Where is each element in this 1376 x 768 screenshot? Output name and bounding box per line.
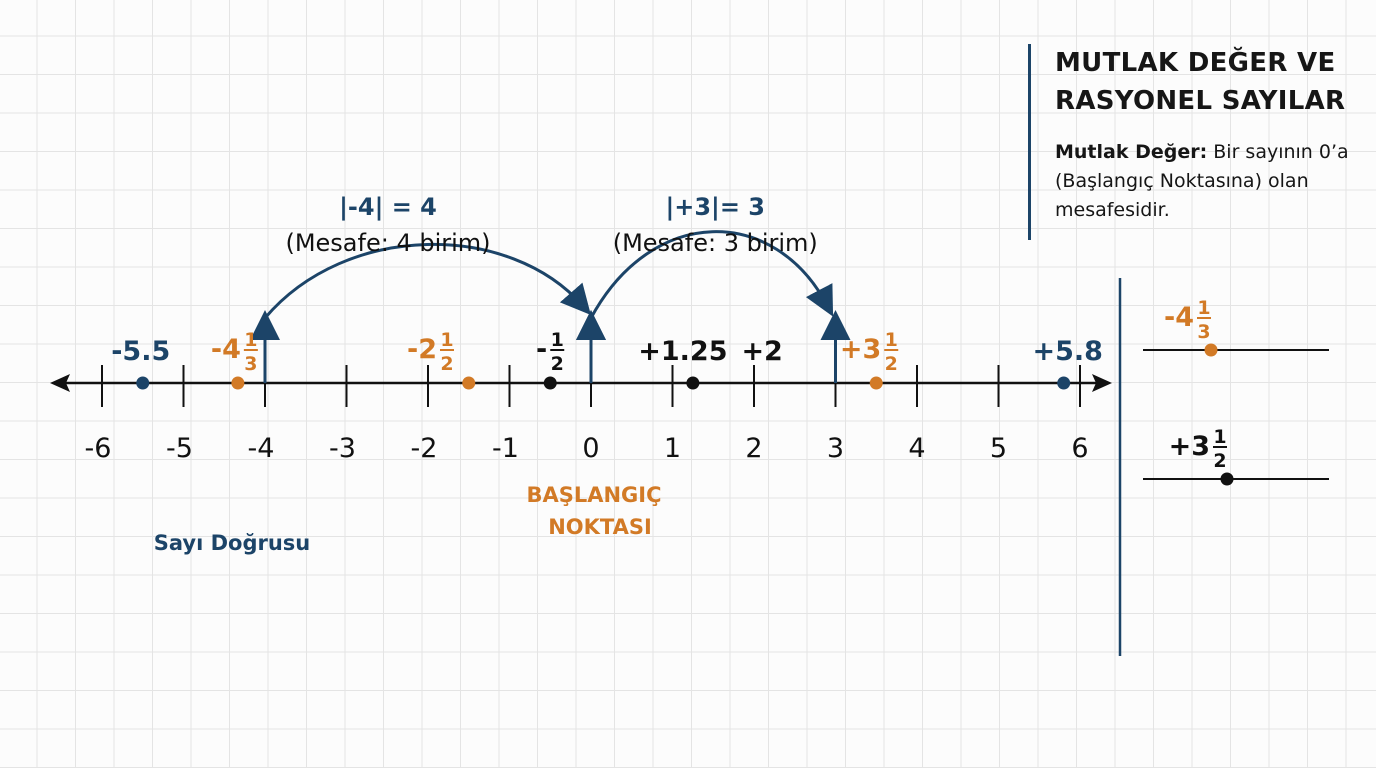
- arc-absolute-label: |+3|= 3: [665, 193, 765, 221]
- point-label-whole: -: [536, 334, 547, 365]
- point-label-denominator: 2: [885, 353, 898, 375]
- point-dot: [869, 376, 883, 390]
- number-line-label: Sayı Doğrusu: [154, 531, 311, 555]
- axis-right-arrow: [1092, 374, 1112, 392]
- side-dot: [1204, 343, 1218, 357]
- side-panel: -4 13+3 12: [1118, 278, 1329, 656]
- point-label-numerator: 1: [885, 329, 898, 351]
- tick-label: 0: [582, 433, 599, 464]
- point-dot: [231, 376, 245, 390]
- tick-label: 4: [908, 433, 925, 464]
- distance-arc: |+3|= 3 (Mesafe: 3 birim): [576, 193, 851, 383]
- side-label-whole: +3: [1169, 431, 1210, 462]
- side-label-whole: -4: [1164, 302, 1194, 333]
- side-label-numerator: 1: [1197, 297, 1210, 319]
- number-line-ticks: -6 -5 -4 -3 -2 -1 0 1 2 3 4 5 6: [85, 365, 1089, 464]
- side-label: -4 13: [1164, 297, 1211, 343]
- side-label-numerator: 1: [1213, 426, 1226, 448]
- tick-label: 6: [1071, 433, 1088, 464]
- point-label: -4 13: [211, 329, 258, 375]
- tick-label: 2: [745, 433, 762, 464]
- tick-label: 3: [827, 433, 844, 464]
- tick-label: -2: [411, 433, 438, 464]
- point-label: +2: [741, 336, 782, 367]
- point-dot: [543, 376, 557, 390]
- definition-body: Bir sayının 0’a (Başlangıç Noktasına) ol…: [1055, 141, 1349, 221]
- page-title-line1: MUTLAK DEĞER VE: [1055, 48, 1336, 78]
- title-block: MUTLAK DEĞER VE RASYONEL SAYILAR Mutlak …: [1028, 44, 1355, 240]
- tick-label: -5: [166, 433, 193, 464]
- point-dot: [462, 376, 476, 390]
- arc-distance-label: (Mesafe: 4 birim): [285, 229, 490, 257]
- side-dot: [1220, 472, 1234, 486]
- arc-curve: [589, 230, 834, 319]
- page-title-line2: RASYONEL SAYILAR: [1055, 86, 1346, 116]
- definition-term: Mutlak Değer:: [1055, 141, 1208, 163]
- tick-label: -6: [85, 433, 112, 464]
- point-label-numerator: 1: [244, 329, 257, 351]
- arc-curve: [263, 242, 591, 319]
- point-label: -2 12: [407, 329, 454, 375]
- axis-left-arrow: [50, 374, 70, 392]
- tick-label: -4: [248, 433, 275, 464]
- tick-label: 1: [664, 433, 681, 464]
- distance-arc: |-4| = 4 (Mesafe: 4 birim): [250, 193, 591, 383]
- origin-label-line1: BAŞLANGIÇ: [526, 483, 661, 507]
- point-label-denominator: 2: [551, 353, 564, 375]
- side-label-denominator: 3: [1197, 321, 1210, 343]
- point-dot: [1057, 376, 1071, 390]
- tick-label: 5: [990, 433, 1007, 464]
- point-dot: [136, 376, 150, 390]
- arc-distance-label: (Mesafe: 3 birim): [613, 229, 818, 257]
- side-label-denominator: 2: [1213, 450, 1226, 472]
- definition-text: Mutlak Değer: Bir sayının 0’a (Başlangıç…: [1055, 138, 1355, 225]
- point-dot: [686, 376, 700, 390]
- side-label: +3 12: [1169, 426, 1227, 472]
- tick-label: -1: [492, 433, 519, 464]
- number-line-points: -5.5 -4 13 -2 12-12 +1.25 +2 +3 12 +5.8: [111, 329, 1103, 390]
- number-line-axis: [50, 374, 1112, 392]
- point-label-numerator: 1: [551, 329, 564, 351]
- arc-absolute-label: |-4| = 4: [339, 193, 437, 221]
- point-label: -12: [536, 329, 565, 375]
- point-label-whole: -2: [407, 334, 437, 365]
- point-label: +3 12: [840, 329, 899, 375]
- point-label-whole: -4: [211, 334, 241, 365]
- point-label: +1.25: [638, 336, 727, 367]
- point-label: +5.8: [1032, 336, 1102, 367]
- point-label-denominator: 3: [244, 353, 257, 375]
- point-label-numerator: 1: [440, 329, 453, 351]
- point-label-denominator: 2: [440, 353, 453, 375]
- tick-label: -3: [329, 433, 356, 464]
- origin-label-line2: NOKTASI: [548, 515, 652, 539]
- point-label-whole: +3: [840, 334, 881, 365]
- distance-arcs: |-4| = 4 (Mesafe: 4 birim) |+3|= 3 (Mesafe:…: [250, 193, 851, 383]
- point-label: -5.5: [111, 336, 170, 367]
